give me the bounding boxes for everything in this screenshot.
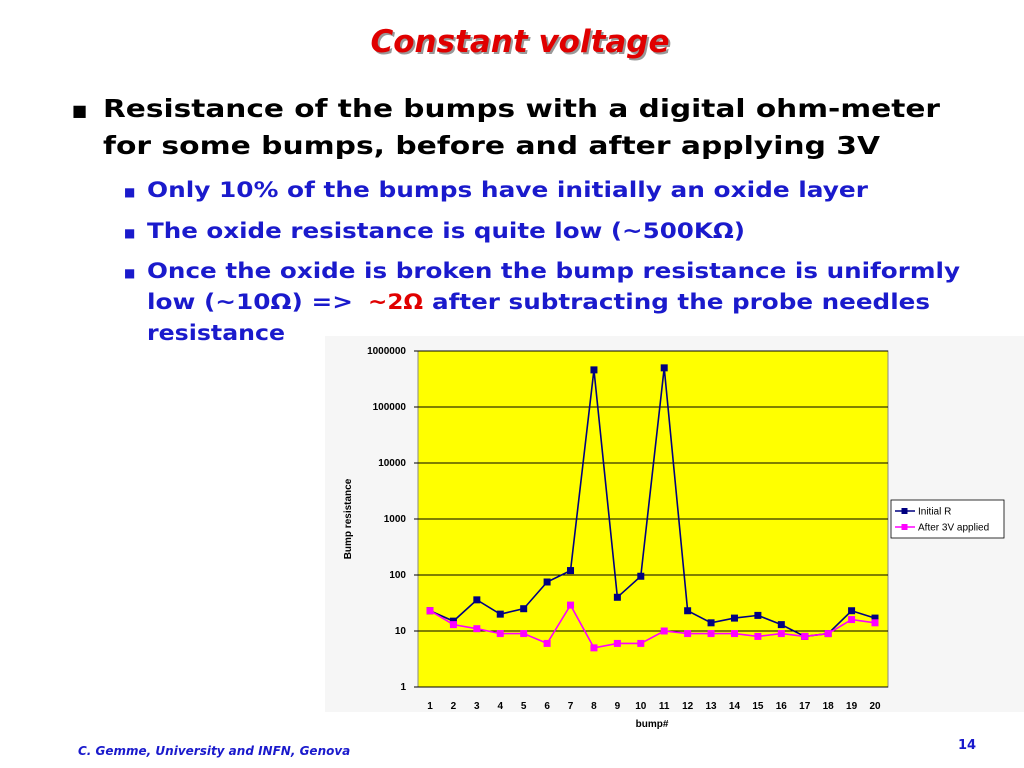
sub-bullet-marker: ■: [124, 226, 135, 240]
x-tick-label: 20: [869, 701, 881, 712]
x-tick-label: 5: [521, 701, 527, 712]
data-point: [473, 625, 481, 633]
bullet-text: Resistance of the bumps with a digital o…: [103, 94, 941, 123]
title: Constant voltage: [370, 24, 669, 60]
data-point: [777, 621, 785, 629]
data-point: [660, 364, 668, 372]
data-point: [848, 616, 856, 624]
data-point: [613, 639, 621, 647]
sub-bullet-text: resistance: [147, 321, 285, 345]
data-point: [520, 605, 528, 613]
highlight-text: ~2Ω: [368, 290, 423, 314]
y-tick-label: 1000: [384, 514, 407, 525]
data-point: [543, 578, 551, 586]
x-tick-label: 12: [682, 701, 694, 712]
data-point: [660, 627, 668, 635]
sub-bullet-marker: ■: [124, 266, 135, 280]
data-point: [801, 632, 809, 640]
data-point: [824, 630, 832, 638]
x-tick-label: 11: [659, 701, 670, 712]
x-tick-label: 14: [729, 701, 741, 712]
series-line: [429, 367, 876, 638]
data-point: [707, 630, 715, 638]
x-tick-label: 13: [705, 701, 717, 712]
legend-label: Initial R: [918, 507, 951, 518]
data-point: [496, 610, 504, 618]
sub-bullet-text: after subtracting the probe needles: [432, 290, 930, 314]
x-tick-label: 17: [799, 701, 811, 712]
x-tick-label: 7: [568, 701, 574, 712]
data-point: [473, 596, 481, 604]
data-point: [637, 639, 645, 647]
data-point: [848, 607, 856, 615]
x-axis-title: bump#: [636, 719, 669, 730]
data-point: [613, 593, 621, 601]
x-tick-label: 19: [846, 701, 858, 712]
data-point: [684, 607, 692, 615]
data-point: [730, 614, 738, 622]
data-point: [754, 632, 762, 640]
data-point: [684, 630, 692, 638]
x-tick-label: 10: [635, 701, 647, 712]
sub-bullet-text: Once the oxide is broken the bump resist…: [147, 259, 960, 283]
data-point: [567, 601, 575, 609]
data-point: [871, 614, 879, 622]
x-tick-label: 6: [544, 701, 550, 712]
x-tick-label: 2: [451, 701, 457, 712]
data-point: [777, 630, 785, 638]
y-tick-label: 10: [395, 626, 407, 637]
x-tick-label: 16: [776, 701, 788, 712]
x-tick-label: 4: [497, 701, 503, 712]
x-tick-label: 8: [591, 701, 597, 712]
title-shadow: Constant voltage: [372, 26, 671, 62]
y-axis-title: Bump resistance: [343, 478, 354, 559]
y-tick-label: 1000000: [367, 346, 406, 357]
data-point: [730, 630, 738, 638]
data-point: [871, 619, 879, 627]
data-point: [637, 572, 645, 580]
data-point: [754, 611, 762, 619]
sub-bullet-text: The oxide resistance is quite low (~500K…: [147, 219, 745, 243]
data-point: [426, 607, 434, 615]
data-point: [590, 366, 598, 374]
page-number: 14: [958, 738, 976, 753]
y-tick-label: 10000: [378, 458, 406, 469]
bullet-text: for some bumps, before and after applyin…: [103, 131, 881, 160]
x-tick-label: 3: [474, 701, 480, 712]
legend-marker: [901, 524, 908, 530]
x-tick-label: 15: [752, 701, 764, 712]
legend: [890, 499, 1005, 539]
footer: C. Gemme, University and INFN, Genova: [78, 744, 350, 758]
sub-bullet-text: low (~10Ω) =>: [147, 290, 353, 314]
legend-marker: [901, 508, 908, 514]
data-point: [496, 630, 504, 638]
data-point: [590, 644, 598, 652]
x-tick-label: 9: [615, 701, 621, 712]
data-point: [449, 621, 457, 629]
sub-bullet-marker: ■: [124, 185, 135, 199]
y-tick-label: 1: [400, 682, 406, 693]
data-point: [520, 630, 528, 638]
data-point: [567, 567, 575, 575]
x-tick-label: 18: [823, 701, 835, 712]
y-tick-label: 100: [389, 570, 406, 581]
data-point: [707, 619, 715, 627]
y-tick-label: 100000: [373, 402, 407, 413]
data-point: [543, 639, 551, 647]
x-tick-label: 1: [427, 701, 433, 712]
series-line: [429, 603, 876, 649]
legend-label: After 3V applied: [918, 523, 989, 534]
sub-bullet-text: Only 10% of the bumps have initially an …: [147, 178, 869, 202]
bullet-marker: ■: [72, 101, 87, 120]
